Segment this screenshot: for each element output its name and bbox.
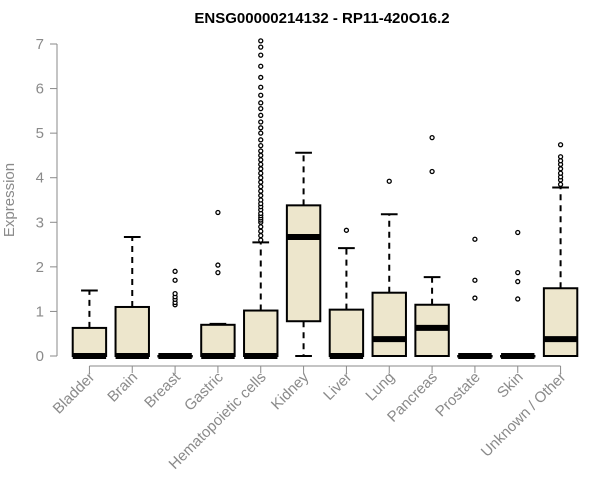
box-group [285,151,322,357]
box-group [157,268,193,359]
outlier-point [258,105,264,112]
outlier-point [258,224,264,230]
x-tick-label: Brain [104,369,141,406]
x-tick-label: Prostate [432,369,484,421]
outlier-point [258,74,264,81]
box-group [500,229,536,359]
outlier-point [258,233,264,239]
box [114,305,150,358]
x-tick-label: Kidney [268,368,313,413]
x-tick-label: Bladder [50,369,99,418]
y-tick-label: 3 [36,214,44,231]
outlier-point [557,154,564,160]
x-tick-label: Lung [362,369,398,405]
outlier-point [515,229,521,236]
outlier-point [429,168,435,175]
outlier-point [258,137,264,143]
box [71,326,108,358]
outlier-point [258,142,264,149]
outlier-point [172,268,178,274]
box [328,308,365,358]
outlier-point [258,52,264,58]
y-axis-label: Expression [1,163,18,237]
outlier-point [557,170,564,176]
outlier-point [258,148,264,154]
outlier-point [515,270,521,276]
outlier-point [557,142,564,148]
box [371,291,407,357]
outlier-point [215,262,221,268]
outlier-point [258,84,264,90]
box-group [457,236,493,359]
outlier-point [258,130,264,136]
outlier-point [258,100,264,106]
outlier-point [258,161,264,167]
outlier-point [258,157,264,163]
y-tick-label: 7 [36,36,44,53]
outlier-point [515,278,521,285]
outlier-point [343,227,350,233]
outlier-point [258,183,264,190]
outlier-point [258,119,264,125]
outlier-point [258,63,264,69]
outlier-point [472,277,478,283]
y-tick-label: 0 [36,348,44,365]
y-tick-label: 6 [36,81,44,98]
outlier-point [557,166,564,172]
outlier-point [258,170,264,176]
box-group [200,209,236,359]
outlier-point [172,277,178,283]
outlier-point [258,237,264,243]
box-group [371,178,407,357]
y-tick-label: 4 [36,170,44,187]
box [200,323,236,357]
y-tick-label: 1 [36,303,44,320]
outlier-point [258,179,264,185]
box-group [414,134,450,357]
outlier-point [258,38,264,44]
y-tick-label: 5 [36,125,44,142]
outlier-point [557,181,564,188]
outlier-point [258,197,264,203]
box [542,287,579,358]
outlier-point [258,192,264,199]
box-group [114,235,150,359]
outlier-point [429,134,435,141]
boxes [71,38,579,359]
outlier-point [258,44,264,50]
y-axis: 0 1 2 3 4 5 6 7 [36,36,58,365]
outlier-point [258,152,264,159]
outlier-point [258,175,264,181]
box-group [542,142,579,358]
outlier-point [472,295,478,301]
x-tick-label: Skin [494,369,527,402]
outlier-point [258,112,264,118]
outlier-point [258,166,264,172]
outlier-point [258,188,264,194]
outlier-point [472,236,478,242]
outlier-point [258,92,264,98]
box-group [243,38,279,359]
box-group [328,227,365,359]
x-tick-label: Liver [320,369,355,404]
y-tick-label: 2 [36,259,44,276]
box [243,309,279,357]
outlier-point [386,178,392,184]
outlier-point [258,228,264,234]
outlier-point [215,270,221,276]
outlier-point [258,125,264,131]
box-group [71,289,108,359]
box [285,204,322,323]
outlier-point [515,296,521,302]
x-tick-label: Breast [141,368,184,411]
chart-title: ENSG00000214132 - RP11-420O16.2 [194,10,449,27]
outlier-point [215,209,221,216]
outlier-point [172,290,178,297]
